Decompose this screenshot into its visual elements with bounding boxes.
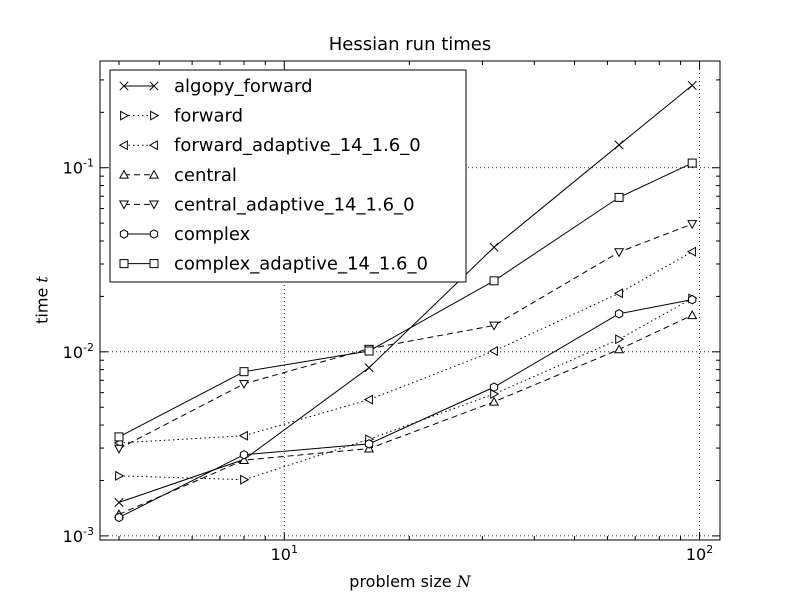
legend-marker	[119, 81, 129, 91]
data-point	[238, 430, 248, 441]
legend-label: central_adaptive_14_1.6_0	[174, 194, 415, 215]
y-tick-label: 10-2	[63, 341, 94, 362]
data-point	[614, 140, 624, 150]
series-algopy_forward	[114, 80, 697, 507]
legend-marker	[118, 169, 130, 179]
plot-frame	[99, 60, 721, 541]
data-point	[114, 512, 124, 523]
data-point	[364, 439, 374, 449]
chart-title: Hessian run times	[328, 34, 492, 55]
legend-entry: central	[118, 165, 237, 186]
series-complex	[114, 294, 697, 523]
data-point	[614, 192, 624, 202]
data-point	[688, 294, 697, 305]
legend-label: complex	[174, 224, 251, 245]
x-tick-label: 102	[686, 543, 713, 564]
data-point	[614, 344, 625, 354]
data-point	[239, 367, 249, 377]
legend-label: algopy_forward	[174, 76, 313, 97]
legend-marker	[119, 259, 129, 269]
data-point	[489, 321, 500, 331]
series-group	[113, 80, 698, 523]
legend-label: forward	[174, 106, 243, 127]
data-point	[238, 454, 250, 464]
legend-marker	[148, 200, 160, 210]
legend-entry: forward_adaptive_14_1.6_0	[118, 135, 421, 156]
legend-marker	[149, 81, 159, 91]
data-point	[687, 310, 698, 320]
legend-marker	[150, 110, 160, 121]
data-point	[613, 288, 623, 299]
series-line	[118, 299, 693, 518]
legend-marker	[149, 259, 159, 269]
x-axis-label: problem size N	[100, 572, 720, 591]
y-axis-label-symbol: t	[32, 276, 52, 283]
axes-frame	[99, 60, 721, 541]
y-axis-label: time t	[33, 276, 52, 324]
x-tick-label: 101	[271, 543, 298, 564]
data-point	[489, 242, 499, 252]
y-axis-label-text: time	[32, 287, 52, 324]
data-point	[489, 276, 499, 286]
data-point	[115, 470, 125, 481]
series-central	[113, 310, 698, 519]
legend-marker	[118, 140, 128, 151]
legend-marker	[118, 200, 130, 210]
data-point	[364, 363, 374, 373]
data-point	[490, 388, 500, 400]
legend-entry: complex_adaptive_14_1.6_0	[119, 254, 428, 275]
data-point	[615, 334, 625, 345]
series-line	[118, 314, 693, 515]
x-axis-label-text: problem size	[349, 572, 452, 591]
series-complex_adaptive_14_1.6_0	[114, 158, 697, 442]
axis-ticks: 101 102 10-3 10-2 10-1	[63, 61, 720, 564]
legend-marker	[148, 140, 158, 151]
series-line	[118, 251, 693, 444]
data-point	[114, 497, 124, 507]
y-tick-label: 10-1	[63, 157, 94, 178]
legend-marker	[149, 229, 159, 239]
data-point	[489, 382, 499, 392]
series-forward	[115, 293, 698, 485]
data-point	[364, 346, 374, 356]
x-axis-label-symbol: N	[456, 572, 471, 591]
legend-marker	[119, 229, 129, 239]
data-point	[687, 158, 697, 168]
series-line	[118, 85, 693, 503]
legend-marker	[120, 110, 130, 121]
data-point	[687, 80, 697, 90]
data-point	[488, 345, 498, 357]
legend-entry: algopy_forward	[119, 76, 313, 97]
data-point	[363, 394, 373, 405]
y-tick-label: 10-3	[63, 525, 94, 546]
series-line	[118, 297, 693, 481]
data-point	[686, 246, 697, 257]
data-point	[113, 444, 125, 454]
data-point	[614, 248, 625, 258]
legend-label: complex_adaptive_14_1.6_0	[174, 254, 428, 275]
series-line	[118, 162, 693, 438]
legend-box	[109, 69, 467, 283]
legend-label: central	[174, 165, 237, 186]
data-point	[489, 396, 500, 406]
data-point	[239, 449, 249, 460]
data-point	[614, 308, 624, 319]
data-point	[238, 379, 250, 390]
legend-label: forward_adaptive_14_1.6_0	[174, 135, 421, 156]
legend-entry: complex	[119, 224, 251, 245]
data-point	[240, 474, 250, 485]
legend-entry: central_adaptive_14_1.6_0	[118, 194, 415, 215]
series-line	[118, 223, 693, 450]
data-point	[687, 220, 698, 230]
data-point	[114, 432, 124, 442]
legend-marker	[148, 169, 160, 179]
legend-entry: forward	[120, 106, 243, 127]
